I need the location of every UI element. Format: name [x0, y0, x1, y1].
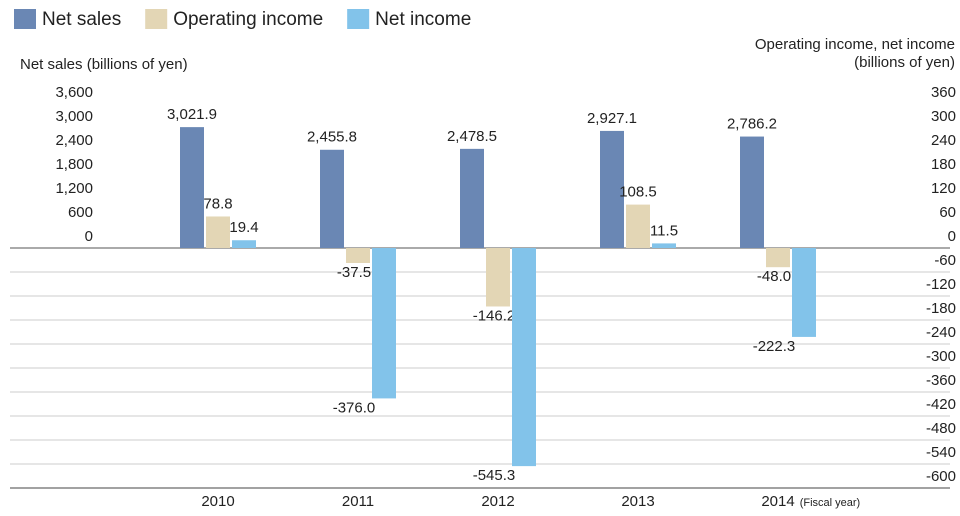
y2-tick-label: 0 [948, 228, 956, 245]
bar [320, 149, 344, 248]
y2-tick-label: -420 [926, 396, 956, 413]
y-tick-label: 1,200 [55, 180, 93, 197]
data-label: 2,927.1 [587, 110, 637, 127]
data-label: 2,455.8 [307, 129, 357, 146]
bar [626, 204, 650, 248]
data-label: 3,021.9 [167, 106, 217, 123]
bar [232, 240, 256, 248]
y2-tick-label: -60 [934, 252, 956, 269]
y-tick-label: 1,800 [55, 156, 93, 173]
data-label: 2,786.2 [727, 116, 777, 133]
y2-tick-label: 120 [931, 180, 956, 197]
y2-tick-label: -360 [926, 372, 956, 389]
data-label: -146.2 [473, 307, 516, 324]
bar [766, 248, 790, 268]
y-tick-label: 3,600 [55, 84, 93, 101]
bar [740, 136, 764, 248]
bar [512, 248, 536, 467]
legend-swatch [14, 9, 36, 29]
legend-label: Net sales [42, 9, 121, 30]
y2-tick-label: -180 [926, 300, 956, 317]
y2-tick-label: 60 [939, 204, 956, 221]
y2-tick-label: -600 [926, 468, 956, 485]
data-label: 108.5 [619, 184, 657, 201]
bar [206, 216, 230, 248]
bar [180, 127, 204, 248]
bar [792, 248, 816, 337]
y-tick-label: 3,000 [55, 108, 93, 125]
bar [486, 248, 510, 307]
data-label: 78.8 [203, 195, 232, 212]
bar [460, 148, 484, 248]
y-tick-label: 0 [85, 228, 93, 245]
x-tick-label: 2011 [342, 493, 374, 510]
legend-label: Operating income [173, 9, 323, 30]
y2-tick-label: -480 [926, 420, 956, 437]
data-label: 11.5 [650, 222, 678, 239]
x-tick-label: 2014 [761, 493, 794, 510]
data-label: -37.5 [337, 264, 371, 281]
y2-tick-label: -540 [926, 444, 956, 461]
data-label: -545.3 [473, 467, 516, 484]
bar [372, 248, 396, 399]
data-label: 19.4 [229, 219, 258, 236]
y2-tick-label: -300 [926, 348, 956, 365]
x-axis-note: (Fiscal year) [800, 497, 861, 509]
x-tick-label: 2013 [621, 493, 654, 510]
y-tick-label: 600 [68, 204, 93, 221]
y2-axis-title: Operating income, net income [755, 36, 955, 53]
data-label: 2,478.5 [447, 128, 497, 145]
x-tick-label: 2012 [481, 493, 514, 510]
bar [652, 243, 676, 248]
legend-swatch [145, 9, 168, 29]
legend-swatch [347, 9, 370, 29]
data-label: -222.3 [753, 338, 796, 355]
y-tick-label: 2,400 [55, 132, 93, 149]
y2-axis-title: (billions of yen) [854, 54, 955, 71]
x-tick-label: 2010 [201, 493, 234, 510]
y-axis-title: Net sales (billions of yen) [20, 56, 188, 73]
legend-label: Net income [375, 9, 471, 30]
y2-tick-label: 300 [931, 108, 956, 125]
bar [600, 130, 624, 248]
y2-tick-label: 360 [931, 84, 956, 101]
y2-tick-label: 180 [931, 156, 956, 173]
y2-tick-label: -240 [926, 324, 956, 341]
y2-tick-label: -120 [926, 276, 956, 293]
bar [346, 248, 370, 263]
y2-tick-label: 240 [931, 132, 956, 149]
data-label: -376.0 [333, 399, 376, 416]
data-label: -48.0 [757, 268, 791, 285]
